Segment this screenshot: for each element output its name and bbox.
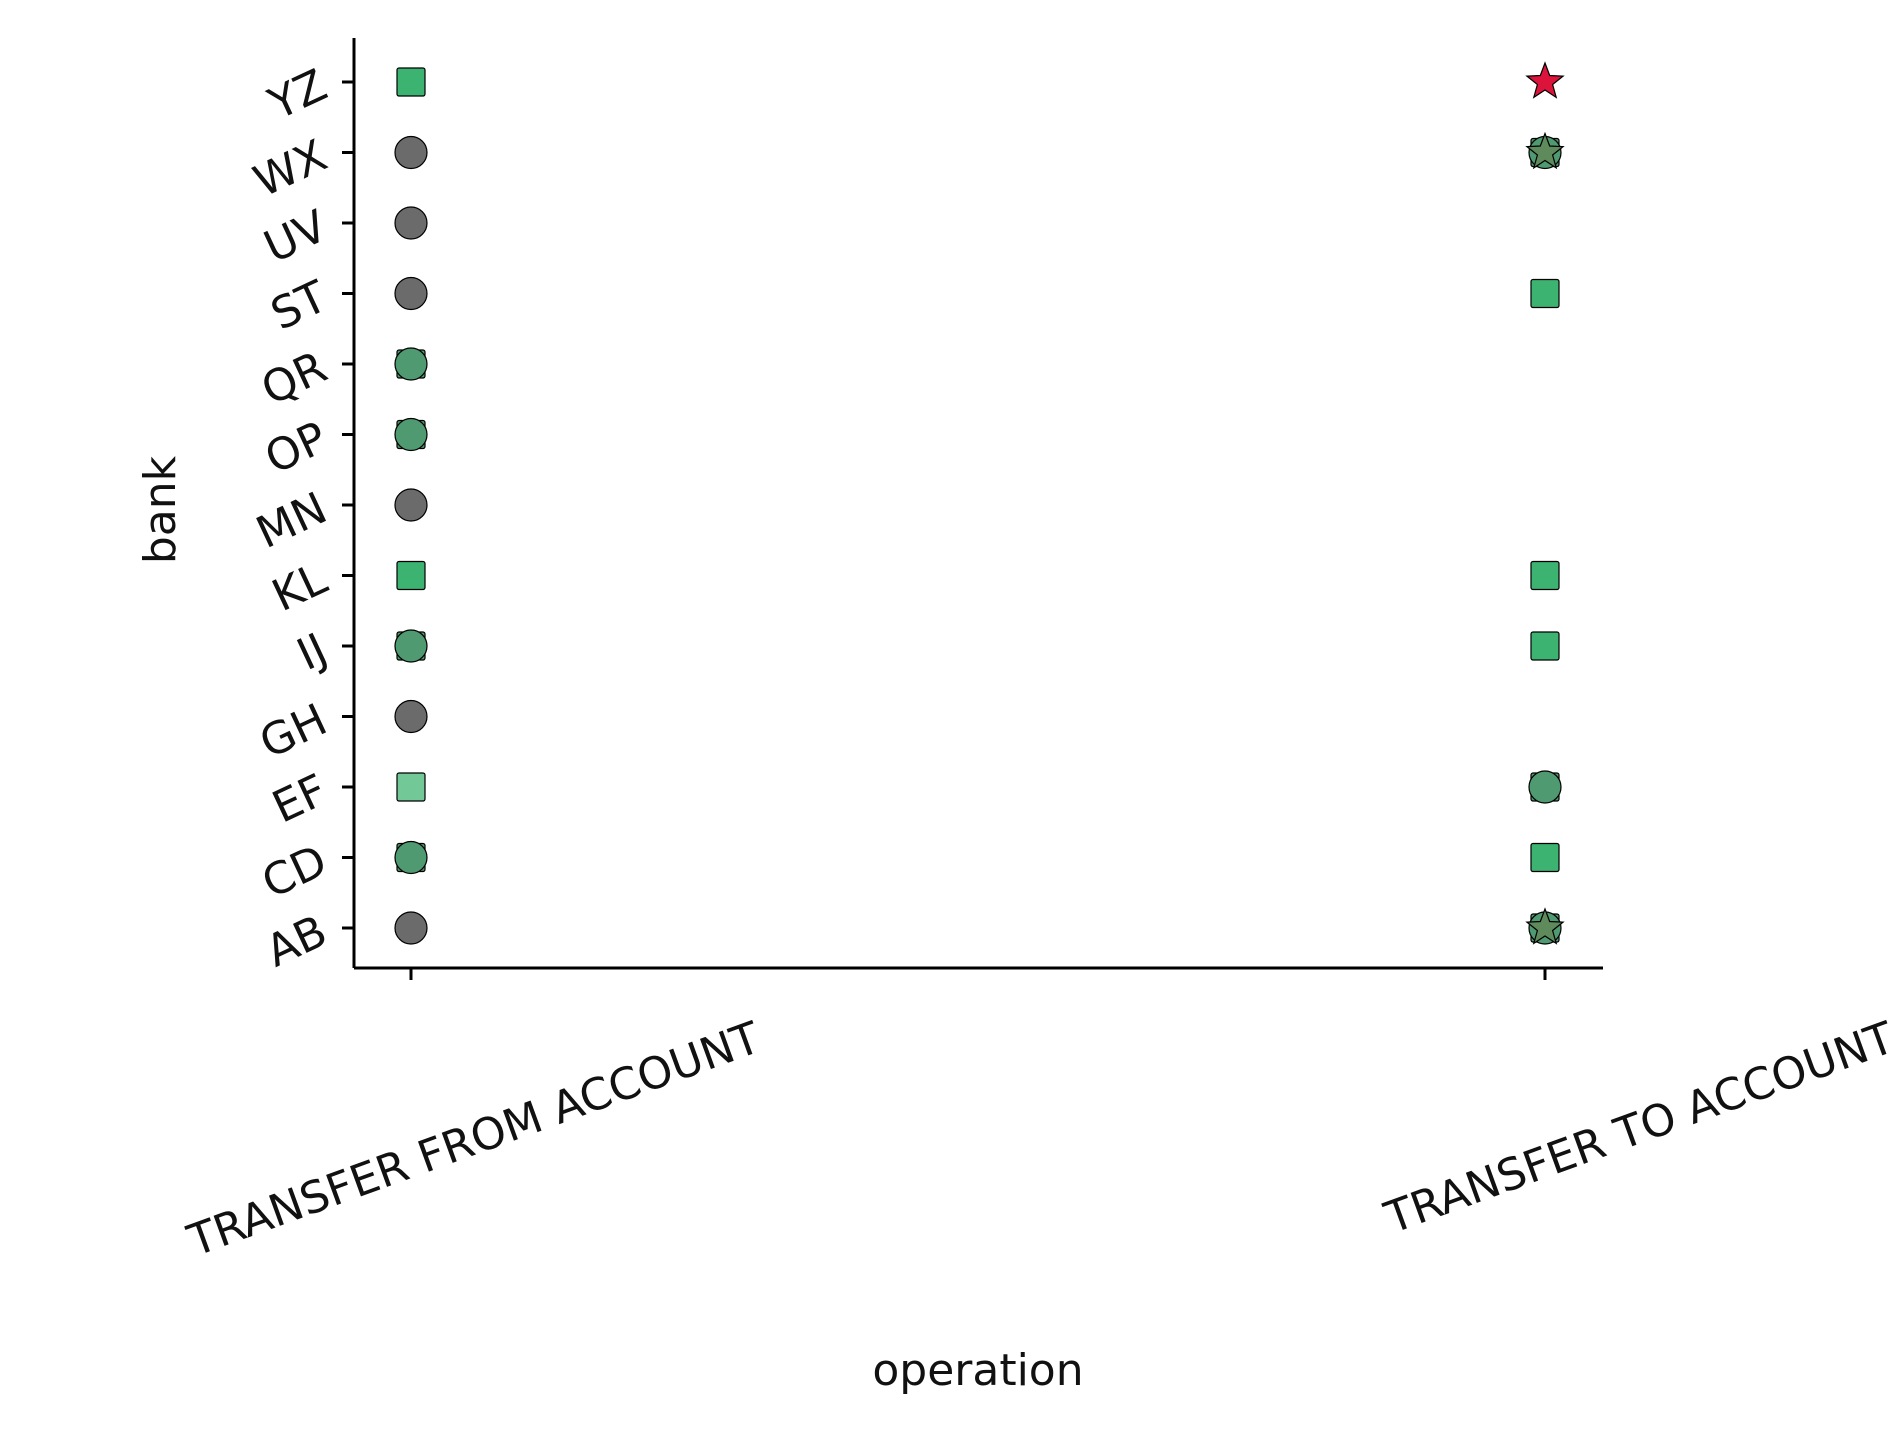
scatter-point-square [396,772,426,802]
scatter-point-circle [394,699,428,734]
y-tick-label: UV [257,201,335,274]
plot-marks [394,61,1565,945]
y-tick-label: QR [254,342,335,416]
scatter-point-square [396,560,426,591]
scatter-point-circle [394,911,428,945]
scatter-point-star [1525,131,1565,170]
y-tick-label: OP [258,412,335,484]
scatter-point-circle [394,276,428,311]
x-axis-label: operation [872,1345,1083,1396]
scatter-point-square [396,67,426,97]
x-tick-label: TRANSFER TO ACCOUNT [1378,1012,1901,1244]
scatter-point-circle [394,629,428,663]
scatter-point-circle [394,417,428,452]
scatter-point-circle [394,488,428,522]
y-tick-label: KL [265,553,335,622]
scatter-point-circle [394,840,428,875]
scatter-point-circle [394,135,428,170]
y-tick-label: YZ [261,60,335,131]
y-tick-label: ST [263,271,334,340]
scatter-point-circle [394,347,428,381]
scatter-point-star [1525,907,1565,945]
y-tick-label: IJ [290,624,335,681]
scatter-point-square [1530,560,1560,591]
y-axis-label: bank [135,455,186,564]
scatter-point-square [1530,631,1560,661]
y-tick-label: EF [265,765,335,834]
y-tick-label: GH [252,694,334,769]
y-tick-label: CD [255,835,335,909]
y-tick-label: MN [249,483,335,559]
scatter-point-circle [394,206,428,240]
y-tick-label: WX [246,130,334,207]
y-tick-label: AB [258,906,334,978]
x-axis-ticks: TRANSFER FROM ACCOUNT TRANSFER TO ACCOUNT [181,968,1901,1267]
x-tick-label: TRANSFER FROM ACCOUNT [181,1012,767,1267]
scatter-point-circle [1528,770,1562,804]
scatter-point-star [1525,61,1565,99]
scatter-point-square [1530,278,1560,309]
scatter-point-square [1530,842,1560,873]
